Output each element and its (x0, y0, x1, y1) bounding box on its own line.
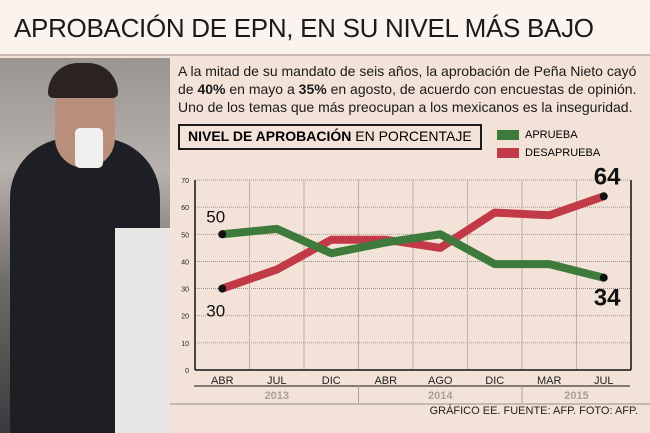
data-label: 64 (594, 163, 621, 190)
data-point (218, 230, 227, 239)
intro-part: en agosto, de acuerdo con encuestas de o… (178, 81, 637, 115)
intro-part: A la mitad de su mandato de seis años, l… (178, 63, 637, 97)
y-tick-label: 0 (185, 368, 189, 375)
y-tick-label: 70 (181, 178, 189, 185)
intro-part: en mayo a (225, 81, 299, 97)
y-tick-label: 20 (181, 314, 189, 321)
x-tick-label: JUL (594, 375, 614, 387)
title-bar: APROBACIÓN DE EPN, EN SU NIVEL MÁS BAJO (0, 0, 650, 56)
chart-header-bold: NIVEL DE APROBACIÓN (188, 128, 352, 144)
page-title: APROBACIÓN DE EPN, EN SU NIVEL MÁS BAJO (14, 13, 594, 43)
series-line-aprueba (221, 224, 605, 282)
y-tick-label: 30 (181, 287, 189, 294)
x-tick-label: DIC (322, 375, 341, 387)
data-point (599, 273, 608, 282)
x-tick-label: AGO (428, 375, 453, 387)
y-tick-label: 50 (181, 232, 189, 239)
x-tick-label: ABR (374, 375, 397, 387)
chart-header-rest: EN PORCENTAJE (351, 128, 472, 144)
intro-highlight: 40% (197, 81, 226, 97)
data-label: 30 (206, 302, 225, 321)
year-label: 2013 (265, 390, 289, 402)
data-label: 50 (206, 207, 225, 226)
year-label: 2014 (428, 390, 453, 402)
legend-label: DESAPRUEBA (525, 147, 601, 159)
intro-highlight: 35% (298, 81, 327, 97)
year-label: 2015 (564, 390, 588, 402)
series-line-desaprueba (220, 192, 606, 293)
data-point (218, 284, 227, 293)
legend-swatch (497, 130, 519, 140)
chart-header: NIVEL DE APROBACIÓN EN PORCENTAJE (178, 124, 482, 150)
legend-desaprueba: DESAPRUEBA (497, 147, 600, 159)
photo (0, 58, 170, 433)
data-label: 34 (594, 285, 621, 312)
y-tick-label: 40 (181, 259, 189, 266)
credit: GRÁFICO EE. FUENTE: AFP. FOTO: AFP. (429, 405, 638, 417)
intro-text: A la mitad de su mandato de seis años, l… (178, 62, 644, 116)
y-tick-label: 10 (181, 341, 189, 348)
x-tick-label: JUL (267, 375, 287, 387)
legend-label: APRUEBA (525, 129, 578, 141)
legend-aprueba: APRUEBA (497, 129, 578, 141)
x-tick-label: MAR (537, 375, 562, 387)
x-tick-label: ABR (211, 375, 234, 387)
legend-swatch (497, 148, 519, 158)
data-point (599, 192, 608, 201)
y-tick-label: 60 (181, 205, 189, 212)
x-tick-label: DIC (485, 375, 504, 387)
